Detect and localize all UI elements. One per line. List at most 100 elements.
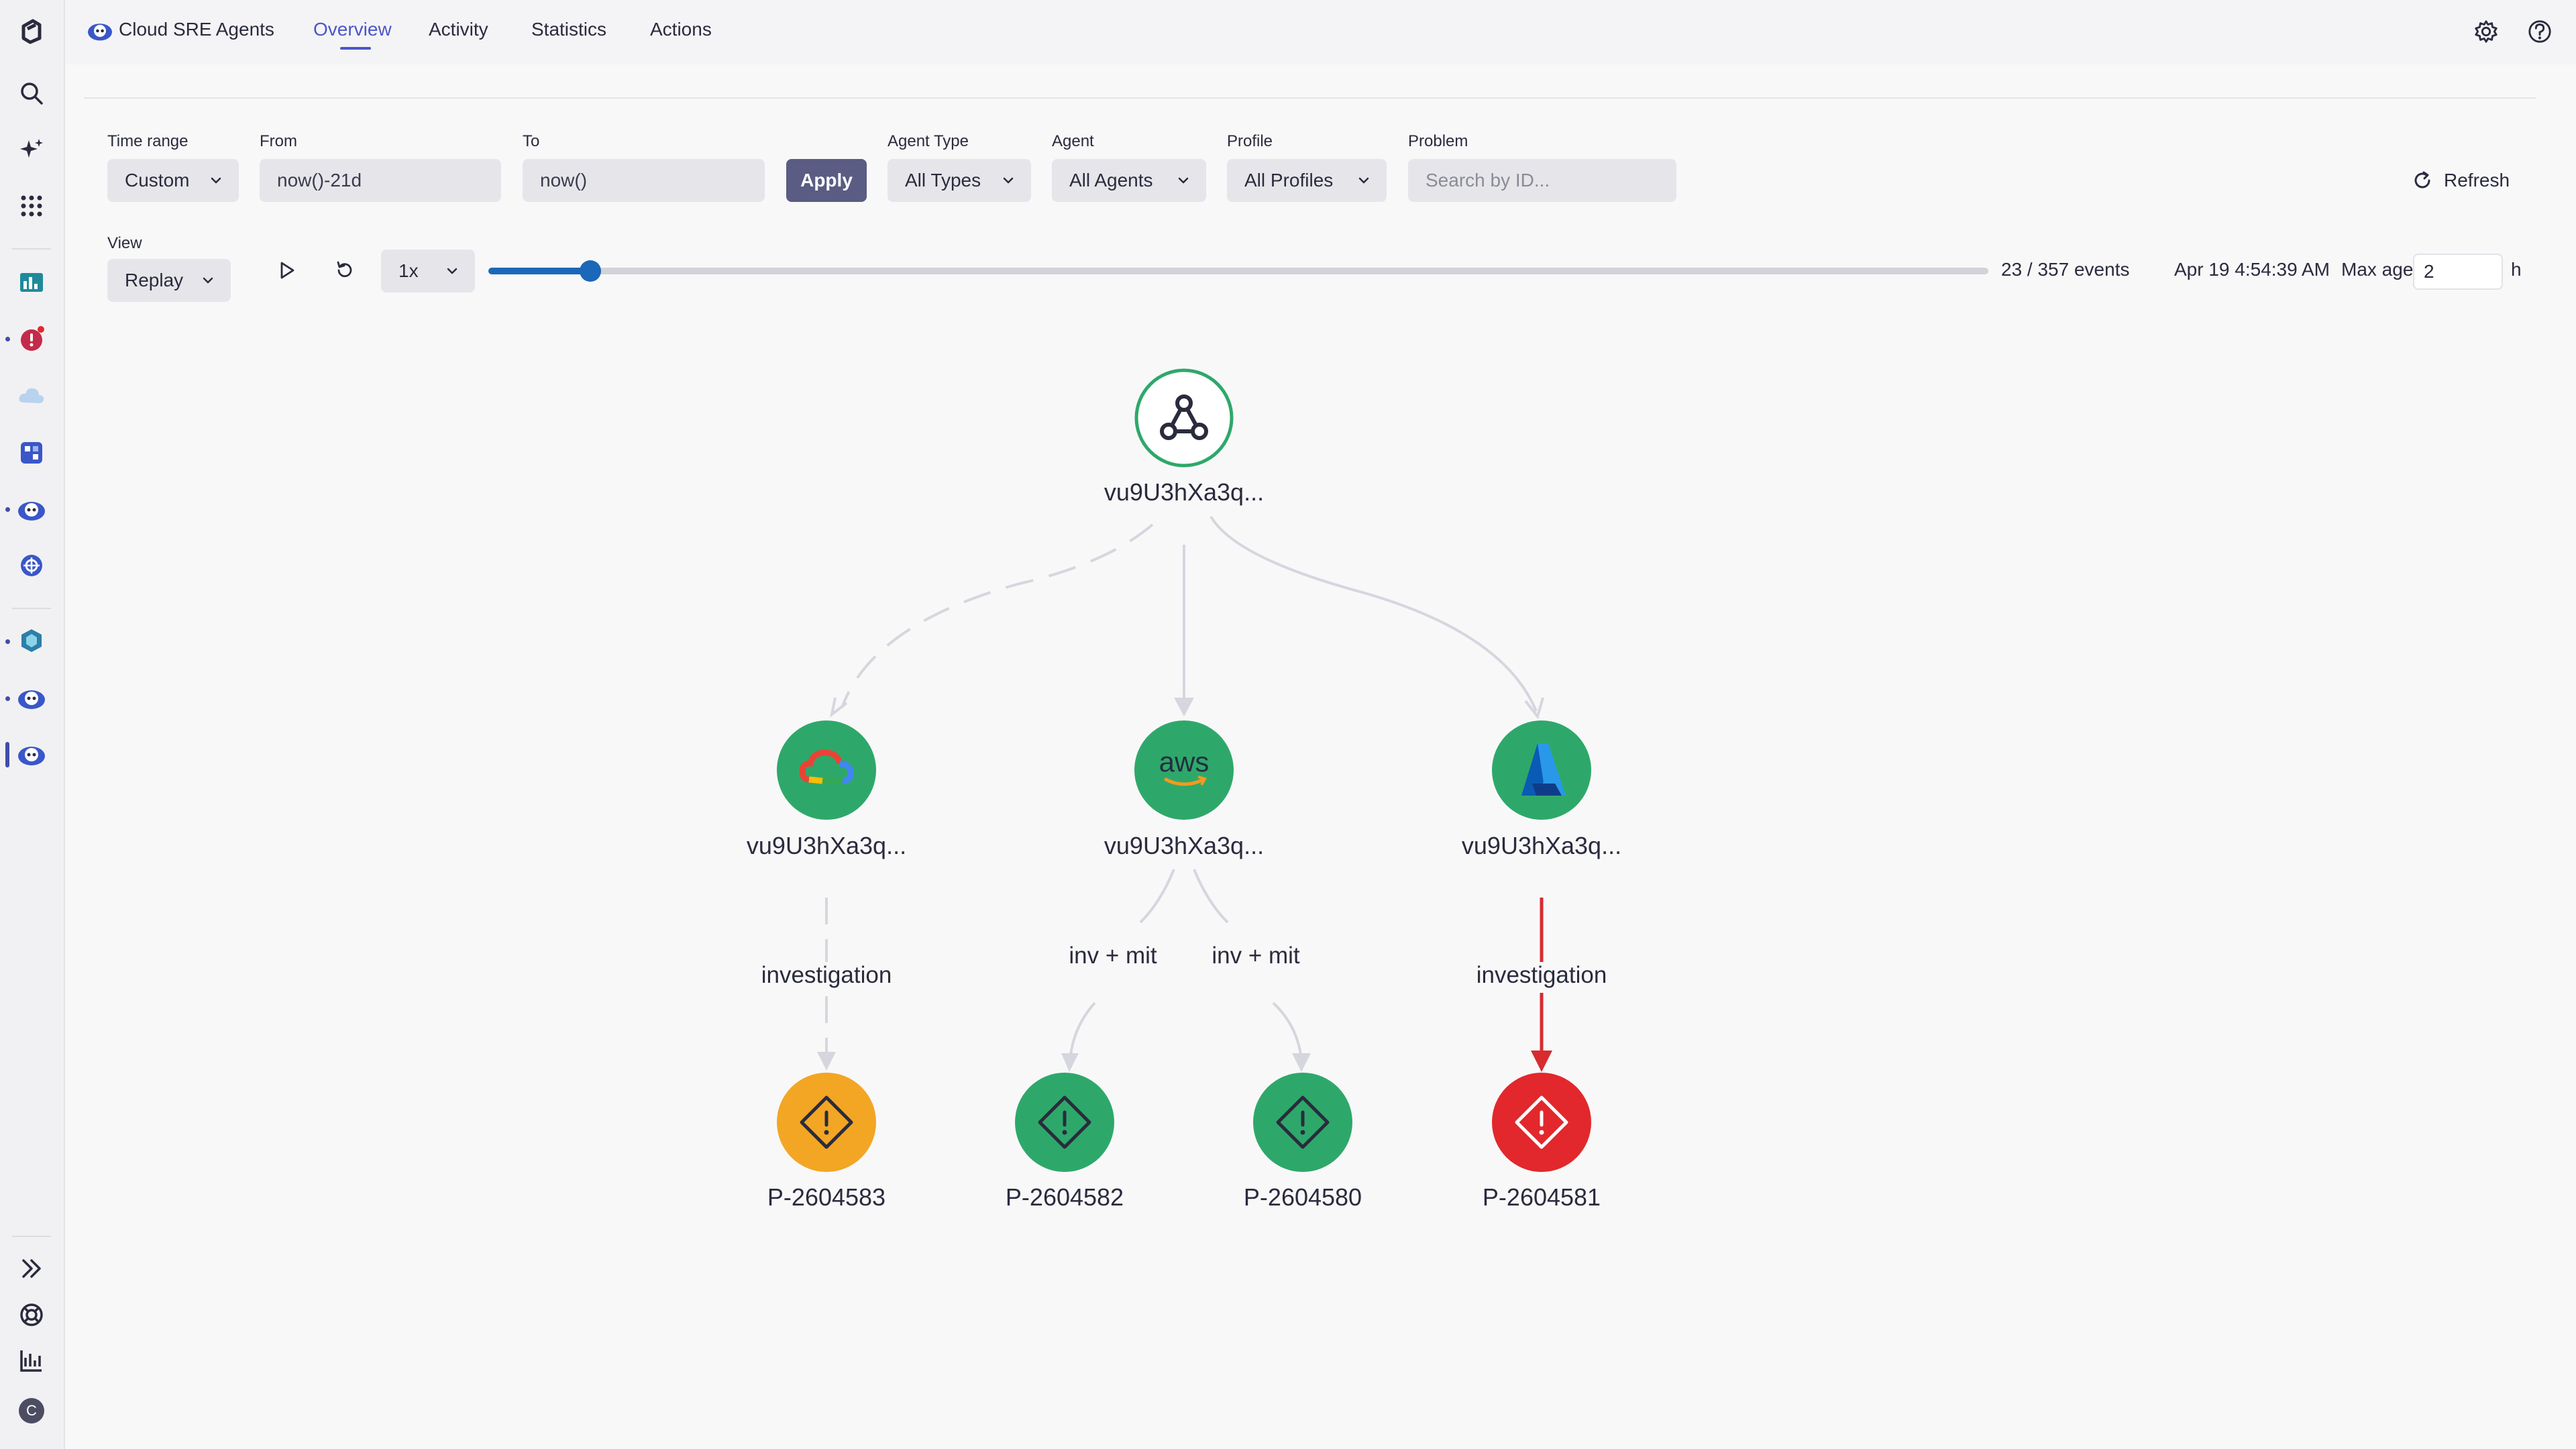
- hexagon-app-icon[interactable]: [15, 624, 48, 657]
- problem-label: P-2604583: [767, 1183, 886, 1211]
- agent-value: All Agents: [1069, 170, 1153, 191]
- hub-icon: [1160, 394, 1208, 440]
- chevron-down-icon: [1178, 177, 1189, 184]
- speed-select[interactable]: 1x: [381, 250, 475, 292]
- replay-timestamp: Apr 19 4:54:39 AM: [2174, 259, 2330, 280]
- edge-aws-p80-arrow: [1292, 1053, 1311, 1072]
- apply-button[interactable]: Apply: [786, 159, 867, 202]
- from-input[interactable]: now()-21d: [260, 159, 501, 202]
- agent-node-label-aws: vu9U3hXa3q...: [1104, 832, 1265, 859]
- warning-diamond-icon: [800, 1095, 853, 1149]
- edge-aws-p82-lower: [1069, 1002, 1096, 1061]
- problem-placeholder: Search by ID...: [1426, 170, 1550, 191]
- expand-rail-icon[interactable]: [15, 1252, 48, 1285]
- sre-agents-app-icon-active[interactable]: [15, 738, 48, 771]
- root-node: [1134, 368, 1234, 468]
- play-icon[interactable]: [269, 253, 304, 288]
- problem-label: P-2604580: [1243, 1183, 1362, 1211]
- agent-select[interactable]: All Agents: [1052, 159, 1206, 202]
- max-age-unit: h: [2511, 259, 2522, 280]
- avatar-initial: C: [19, 1398, 44, 1424]
- edge-aws-p80-lower: [1272, 1002, 1303, 1061]
- apps-grid-icon[interactable]: [15, 189, 48, 223]
- top-bar: Cloud SRE Agents Overview Activity Stati…: [65, 0, 2576, 64]
- time-range-label: Time range: [107, 132, 189, 150]
- edge-root-aws-arrow: [1174, 698, 1194, 716]
- tab-active-indicator: [340, 47, 371, 50]
- tab-statistics[interactable]: Statistics: [531, 19, 607, 40]
- aws-icon: aws: [1159, 746, 1210, 777]
- to-input[interactable]: now(): [523, 159, 765, 202]
- edge-root-azure-arrow: [1524, 697, 1544, 720]
- cloud-app-icon[interactable]: [15, 379, 48, 413]
- root-node-label: vu9U3hXa3q...: [1104, 478, 1265, 506]
- max-age-input[interactable]: 2: [2413, 254, 2503, 290]
- reset-icon[interactable]: [327, 253, 362, 288]
- edge-aws-p82-upper: [1139, 869, 1175, 924]
- settings-gear-icon[interactable]: [2473, 19, 2499, 48]
- edge-root-gcp-arrow: [829, 697, 848, 718]
- refresh-icon: [2414, 171, 2430, 189]
- agent-node-label-azure: vu9U3hXa3q...: [1461, 832, 1622, 859]
- tab-actions[interactable]: Actions: [650, 19, 712, 40]
- search-icon[interactable]: [15, 76, 48, 110]
- view-select[interactable]: Replay: [107, 259, 231, 302]
- edge-root-azure: [1210, 515, 1538, 712]
- chevron-down-icon: [211, 177, 221, 184]
- time-range-value: Custom: [125, 170, 190, 191]
- sparkle-ai-icon[interactable]: [15, 133, 48, 166]
- kubernetes-app-icon[interactable]: [15, 549, 48, 582]
- refresh-button[interactable]: Refresh: [2412, 166, 2510, 195]
- profile-label: Profile: [1227, 132, 1273, 150]
- agent-node-label-gcp: vu9U3hXa3q...: [746, 832, 907, 859]
- edge-aws-p82-arrow: [1061, 1053, 1079, 1072]
- edge-aws-p80-upper: [1193, 869, 1229, 924]
- agent-type-value: All Types: [905, 170, 981, 191]
- workflows-app-icon[interactable]: [15, 436, 48, 470]
- profile-select[interactable]: All Profiles: [1227, 159, 1387, 202]
- replay-slider[interactable]: [488, 260, 1988, 282]
- support-icon[interactable]: [15, 1298, 48, 1332]
- from-value: now()-21d: [277, 170, 362, 191]
- problems-app-icon[interactable]: [15, 322, 48, 356]
- to-label: To: [523, 132, 540, 150]
- aws-smile-arrow: [1197, 775, 1207, 786]
- profile-value: All Profiles: [1244, 170, 1334, 191]
- replay-slider-thumb[interactable]: [580, 260, 602, 282]
- tab-overview[interactable]: Overview: [313, 19, 392, 40]
- avatar[interactable]: C: [15, 1394, 48, 1428]
- home-logo-icon[interactable]: [15, 15, 48, 48]
- sre-agents-app-icon[interactable]: [15, 493, 48, 527]
- view-label: View: [107, 234, 142, 252]
- time-range-select[interactable]: Custom: [107, 159, 239, 202]
- chevron-down-icon: [1003, 177, 1014, 184]
- agent-node-azure: [1492, 720, 1591, 820]
- problem-label: Problem: [1408, 132, 1468, 150]
- dashboards-app-icon[interactable]: [15, 266, 48, 299]
- events-count: 23 / 357 events: [2001, 259, 2130, 280]
- chevron-down-icon: [1358, 177, 1369, 184]
- chevron-down-icon: [203, 277, 213, 284]
- problem-search-input[interactable]: Search by ID...: [1408, 159, 1676, 202]
- agent-node-aws: [1134, 720, 1234, 820]
- agent-label: Agent: [1052, 132, 1094, 150]
- agent-type-select[interactable]: All Types: [888, 159, 1031, 202]
- problem-node-p2604581: [1492, 1073, 1591, 1172]
- sre-agents-app-icon-2[interactable]: [15, 682, 48, 715]
- problem-node-p2604583: [777, 1073, 876, 1172]
- speed-value: 1x: [398, 260, 419, 281]
- edge-label-investigation: investigation: [1472, 962, 1611, 989]
- help-icon[interactable]: [2527, 19, 2553, 48]
- edge-root-gcp: [841, 523, 1154, 708]
- edge-label-inv-mit: inv + mit: [1208, 943, 1304, 969]
- tab-activity[interactable]: Activity: [429, 19, 488, 40]
- warning-diamond-icon: [1276, 1095, 1330, 1149]
- analytics-icon[interactable]: [15, 1344, 48, 1377]
- app-title: Cloud SRE Agents: [119, 19, 274, 40]
- max-age-label: Max age: [2341, 259, 2414, 280]
- agent-node-gcp: [777, 720, 876, 820]
- chevron-down-icon: [447, 268, 458, 274]
- problem-node-p2604580: [1253, 1073, 1352, 1172]
- edge-gcp-arrow: [817, 1052, 836, 1071]
- edge-label-investigation: investigation: [757, 962, 896, 989]
